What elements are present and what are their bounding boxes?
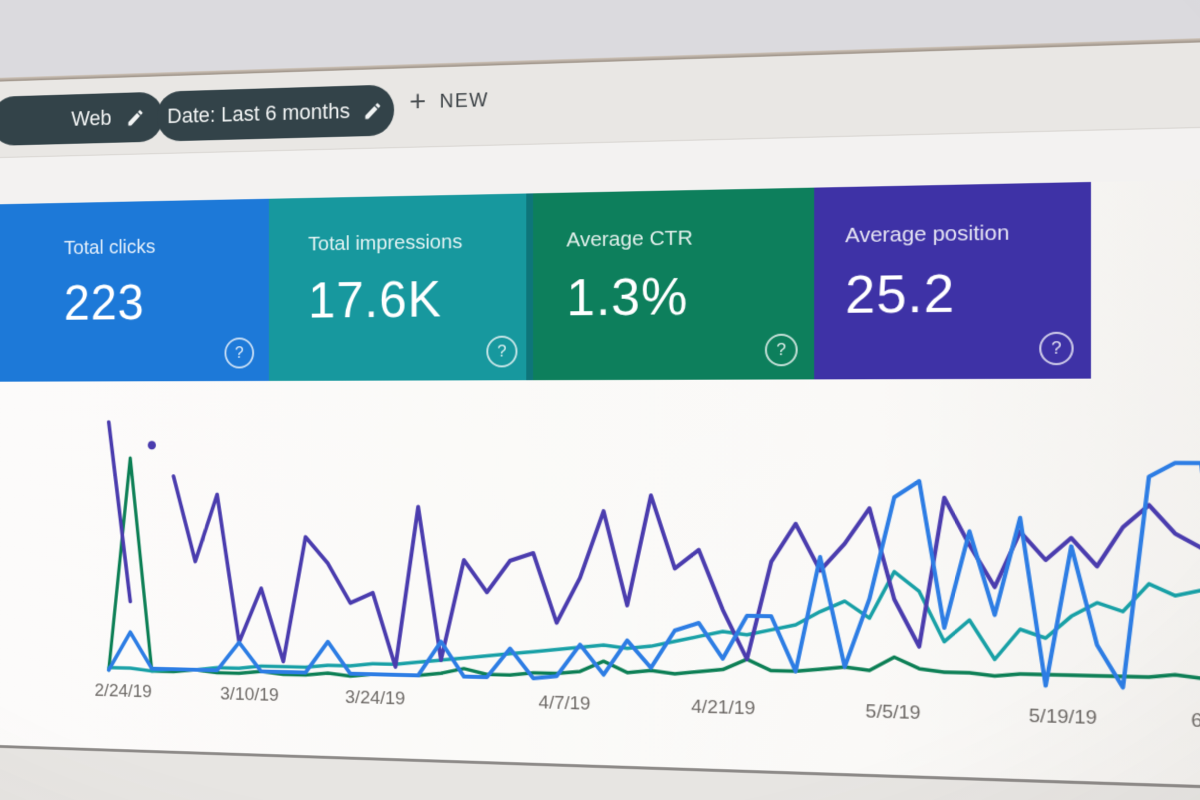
new-filter-button[interactable]: + NEW (409, 85, 489, 119)
filter-chip-date-range[interactable]: Date: Last 6 months (156, 84, 395, 142)
card-label: Average CTR (566, 226, 693, 252)
plus-icon: + (409, 85, 427, 119)
card-average-ctr[interactable]: Average CTR 1.3% ? (533, 187, 815, 381)
pencil-edit-icon (365, 102, 381, 119)
pencil-edit-icon (128, 109, 143, 126)
x-tick-label: 4/21/19 (691, 696, 756, 720)
x-tick-label: 5/19/19 (1028, 705, 1098, 730)
help-icon[interactable]: ? (764, 333, 798, 367)
x-tick-label: 5/5/19 (865, 701, 921, 725)
x-tick-label: 2/24/19 (94, 680, 152, 703)
card-label: Total clicks (63, 235, 156, 259)
performance-chart[interactable] (109, 414, 1200, 713)
card-total-clicks[interactable]: Total clicks 223 ? (0, 198, 269, 382)
new-filter-label: NEW (439, 88, 489, 113)
help-icon[interactable]: ? (486, 335, 518, 368)
card-value: 25.2 (845, 264, 956, 326)
card-value: 1.3% (566, 267, 689, 328)
help-icon[interactable]: ? (224, 337, 255, 369)
x-tick-label: 6/2/19 (1191, 709, 1200, 734)
card-average-position[interactable]: Average position 25.2 ? (814, 181, 1091, 380)
card-label: Total impressions (308, 230, 463, 256)
x-tick-label: 3/24/19 (345, 687, 406, 710)
filter-chip-label: Web (71, 105, 112, 131)
x-tick-label: 4/7/19 (538, 692, 591, 715)
help-icon[interactable]: ? (1039, 331, 1074, 366)
metric-cards-row: Total clicks 223 ? Total impressions 17.… (0, 178, 1200, 382)
card-value: 223 (63, 275, 145, 332)
filter-chip-label: Date: Last 6 months (167, 98, 350, 128)
card-label: Average position (845, 221, 1010, 248)
filter-chip-search-type[interactable]: Web (0, 91, 164, 146)
card-value: 17.6K (308, 271, 442, 330)
x-tick-label: 3/10/19 (220, 683, 279, 706)
card-total-impressions[interactable]: Total impressions 17.6K ? (268, 193, 534, 381)
